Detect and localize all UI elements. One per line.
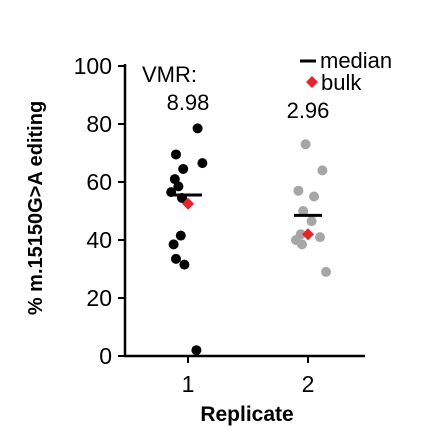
data-point [175,230,186,241]
data-point [297,239,307,250]
y-tick-label: 80 [86,111,112,137]
y-tick-label: 100 [74,53,112,79]
data-point [315,232,325,243]
data-point [173,181,184,192]
data-point [168,239,179,250]
data-point [178,163,189,174]
data-point [306,216,317,227]
data-point [179,259,190,270]
legend-median-label: median [320,48,392,73]
bulk-marker [302,228,314,241]
y-tick-label: 40 [86,227,112,253]
data-point [321,266,331,277]
y-tick-label: 0 [99,343,112,369]
vmr-value: 2.96 [287,98,330,123]
x-tick-label: 1 [182,371,195,397]
data-point [192,123,203,134]
y-axis-label: % m.15150G>A editing [25,101,47,315]
y-tick-label: 60 [86,169,112,195]
legend-bulk-label: bulk [321,70,362,95]
data-point [309,191,319,202]
legend: median bulk [300,48,392,95]
data-point [317,165,328,176]
axes [123,64,365,358]
x-axis-label: Replicate [200,403,293,426]
data-point [298,206,309,216]
data-point [197,158,208,169]
vmr-value: 8.98 [167,90,210,115]
data-point [171,253,181,264]
series-group: 8.98 2.96 [166,90,331,356]
replicate-2-series: 2.96 [287,98,331,277]
x-tick-label: 2 [302,371,315,397]
data-point [293,185,304,196]
data-point [191,345,202,356]
data-point [300,139,311,150]
y-tick-label: 20 [86,285,112,311]
data-point [166,187,177,198]
vmr-label: VMR: [142,62,197,87]
legend-bulk-swatch [306,76,318,88]
bulk-marker [182,197,194,210]
replicate-1-series: 8.98 [166,90,210,356]
data-point [171,149,181,160]
y-ticks: 0 20 40 60 80 100 [74,53,125,369]
